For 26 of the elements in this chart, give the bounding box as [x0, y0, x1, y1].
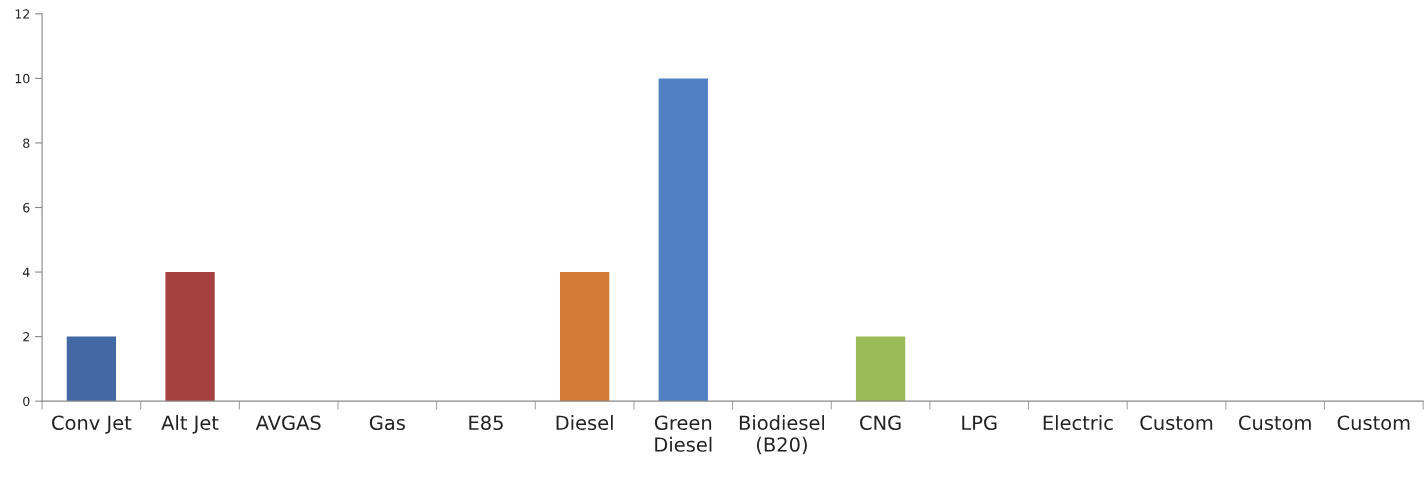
bar — [658, 78, 708, 402]
y-tick-label: 2 — [23, 332, 30, 342]
x-tick-label: AVGAS — [255, 415, 321, 431]
x-tick-label: Biodiesel (B20) — [739, 415, 825, 455]
bar — [855, 336, 906, 402]
x-tick-label: Conv Jet — [52, 415, 132, 434]
x-tick-label: LPG — [962, 415, 997, 431]
x-tick-label: Gas — [369, 415, 405, 431]
bar — [559, 272, 610, 402]
x-tick-label: Custom — [1337, 415, 1410, 431]
y-tick-label: 10 — [15, 73, 30, 84]
y-tick-label: 6 — [23, 202, 30, 213]
y-tick-label: 4 — [22, 267, 30, 277]
x-tick-label: Alt Jet — [161, 415, 219, 434]
x-tick-label: Green Diesel — [654, 415, 712, 452]
y-tick-label: 8 — [23, 138, 30, 148]
x-tick-label: CNG — [860, 415, 901, 431]
bar — [165, 272, 215, 402]
x-tick-label: Custom — [1239, 415, 1311, 431]
x-tick-label: Diesel — [556, 415, 613, 431]
x-tick-label: Custom — [1140, 415, 1213, 431]
y-tick-label: 12 — [15, 9, 30, 19]
y-tick-label: 0 — [23, 396, 30, 407]
x-tick-label: Electric — [1043, 415, 1113, 431]
bar — [66, 336, 117, 402]
x-tick-label: E85 — [469, 415, 503, 431]
